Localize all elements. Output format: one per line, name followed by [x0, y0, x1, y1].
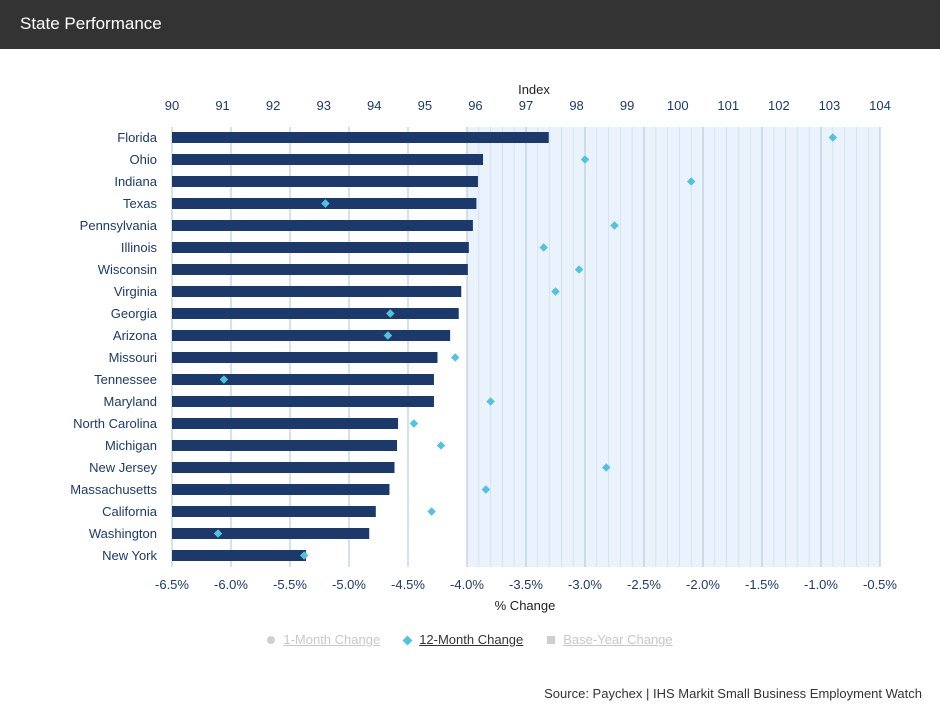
index-bar	[172, 462, 395, 473]
index-bar	[172, 264, 468, 275]
legend-item-base-year-change[interactable]: Base-Year Change	[547, 630, 673, 650]
change-marker	[551, 287, 560, 296]
top-tick-label: 100	[667, 98, 689, 113]
top-tick-label: 90	[165, 98, 179, 113]
bottom-tick-label: -1.0%	[804, 577, 838, 592]
change-marker	[383, 331, 393, 340]
index-bar	[172, 528, 370, 539]
category-label: Wisconsin	[98, 262, 157, 277]
change-marker	[574, 265, 584, 274]
category-label: California	[102, 504, 158, 519]
category-label: Florida	[117, 130, 158, 145]
change-marker	[486, 397, 495, 406]
index-bar	[172, 330, 451, 341]
category-label: Arizona	[113, 328, 158, 343]
header-bar: State Performance	[0, 0, 940, 49]
top-tick-label: 97	[519, 98, 533, 113]
category-label: Virginia	[114, 284, 158, 299]
category-label: Georgia	[111, 306, 158, 321]
index-bar	[172, 396, 434, 407]
top-tick-label: 104	[869, 98, 891, 113]
circle-icon	[267, 636, 276, 644]
change-marker	[409, 419, 419, 428]
category-label: Michigan	[105, 438, 157, 453]
bottom-tick-label: -1.5%	[745, 577, 779, 592]
index-bar	[172, 418, 399, 429]
bottom-tick-label: -6.0%	[214, 577, 248, 592]
legend-label: 1-Month Change	[283, 632, 381, 647]
category-label: Tennessee	[94, 372, 157, 387]
category-label: Indiana	[114, 174, 157, 189]
bottom-tick-label: -2.5%	[627, 577, 661, 592]
category-label: Illinois	[121, 240, 158, 255]
state-performance-chart: 90 91 92 93 94 95 96 97 98 99 100 101 102 103 104 Index…	[70, 82, 897, 613]
index-bar	[172, 154, 484, 165]
index-bar	[172, 220, 473, 231]
top-tick-label: 96	[468, 98, 482, 113]
category-label: Texas	[123, 196, 157, 211]
change-marker	[481, 485, 491, 494]
shaded-region	[467, 127, 880, 567]
change-marker	[427, 507, 436, 516]
chart-legend: 1-Month Change 12-Month Change Base-Year…	[0, 630, 940, 650]
bottom-tick-label: -4.5%	[391, 577, 425, 592]
category-label: North Carolina	[73, 416, 158, 431]
category-label: New Jersey	[89, 460, 157, 475]
page-title: State Performance	[20, 14, 162, 33]
category-label: Washington	[89, 526, 157, 541]
bottom-tick-label: -6.5%	[155, 577, 189, 592]
diamond-icon	[402, 635, 413, 645]
category-label: Pennsylvania	[80, 218, 158, 233]
category-label: Maryland	[104, 394, 157, 409]
top-tick-label: 94	[367, 98, 381, 113]
change-marker	[601, 463, 611, 472]
category-label: Massachusetts	[70, 482, 157, 497]
category-label: New York	[102, 548, 157, 563]
top-axis-label: Index	[518, 82, 550, 97]
bottom-tick-label: -3.5%	[509, 577, 543, 592]
top-tick-label: 91	[215, 98, 229, 113]
legend-item-1-month-change[interactable]: 1-Month Change	[267, 630, 380, 650]
change-marker	[219, 375, 229, 384]
index-bar	[172, 176, 478, 187]
index-bar	[172, 440, 398, 451]
index-bar	[172, 506, 376, 517]
bottom-tick-label: -4.0%	[450, 577, 484, 592]
category-label: Ohio	[130, 152, 157, 167]
bottom-axis-label: % Change	[495, 598, 556, 613]
index-bar	[172, 484, 390, 495]
top-tick-label: 92	[266, 98, 280, 113]
index-bar	[172, 352, 438, 363]
top-tick-label: 103	[819, 98, 841, 113]
legend-label: 12-Month Change	[419, 632, 524, 647]
top-tick-label: 98	[569, 98, 583, 113]
top-tick-label: 99	[620, 98, 634, 113]
top-tick-label: 95	[418, 98, 432, 113]
change-marker	[450, 353, 460, 362]
change-marker	[386, 309, 395, 318]
index-bar	[172, 550, 307, 561]
legend-item-12-month-change[interactable]: 12-Month Change	[402, 630, 524, 650]
bottom-tick-label: -5.0%	[332, 577, 366, 592]
index-bar	[172, 374, 434, 385]
bottom-tick-label: -3.0%	[568, 577, 602, 592]
change-marker	[436, 441, 446, 450]
bottom-tick-label: -5.5%	[273, 577, 307, 592]
legend-label: Base-Year Change	[563, 632, 673, 647]
index-bar	[172, 132, 549, 143]
index-bar	[172, 286, 462, 297]
bottom-tick-label: -2.0%	[686, 577, 720, 592]
source-note: Source: Paychex | IHS Markit Small Busin…	[544, 686, 922, 701]
index-bar	[172, 242, 469, 253]
bottom-tick-label: -0.5%	[863, 577, 897, 592]
category-label: Missouri	[109, 350, 158, 365]
top-tick-label: 102	[768, 98, 790, 113]
top-tick-label: 101	[717, 98, 739, 113]
change-marker	[299, 551, 309, 560]
index-bar	[172, 308, 459, 319]
square-icon	[547, 636, 556, 644]
change-marker	[321, 199, 330, 208]
top-tick-label: 93	[316, 98, 330, 113]
